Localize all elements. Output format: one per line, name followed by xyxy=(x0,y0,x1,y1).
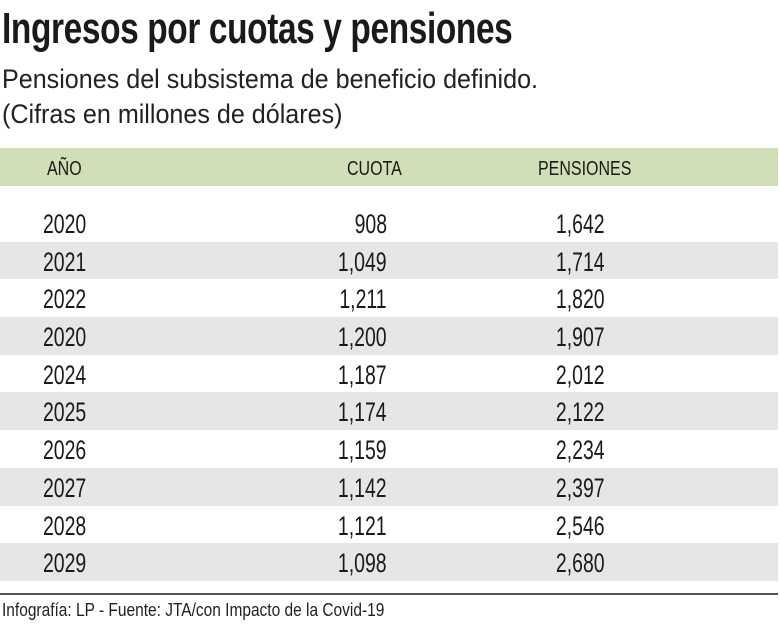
cell-pensiones: 2,012 xyxy=(556,359,605,390)
cell-cuota: 1,187 xyxy=(338,359,387,390)
cell-year: 2021 xyxy=(43,246,87,277)
column-header-year: AÑO xyxy=(47,158,82,180)
cell-cuota: 1,174 xyxy=(338,397,387,428)
cell-cuota: 1,049 xyxy=(338,246,387,277)
table-row: 2028 1,121 2,546 xyxy=(0,506,778,544)
cell-year: 2020 xyxy=(43,322,87,353)
cell-year: 2026 xyxy=(43,435,87,466)
cell-year: 2024 xyxy=(43,359,87,390)
cell-cuota: 1,098 xyxy=(338,548,387,579)
cell-pensiones: 1,714 xyxy=(556,246,605,277)
cell-year: 2027 xyxy=(43,472,87,503)
cell-pensiones: 2,122 xyxy=(556,397,605,428)
column-header-cuota: CUOTA xyxy=(347,158,402,180)
cell-year: 2029 xyxy=(43,548,87,579)
cell-year: 2028 xyxy=(43,510,87,541)
column-header-pensiones: PENSIONES xyxy=(538,158,632,180)
cell-pensiones: 1,907 xyxy=(556,322,605,353)
cell-year: 2022 xyxy=(43,284,87,315)
cell-year: 2020 xyxy=(43,209,87,239)
cell-pensiones: 2,546 xyxy=(556,510,605,541)
table-header: AÑO CUOTA PENSIONES xyxy=(0,148,778,186)
cell-pensiones: 1,642 xyxy=(556,209,605,239)
cell-cuota: 908 xyxy=(354,209,387,239)
source-footer: Infografía: LP - Fuente: JTA/con Impacto… xyxy=(2,600,385,620)
page-title: Ingresos por cuotas y pensiones xyxy=(2,4,513,53)
table-row: 2024 1,187 2,012 xyxy=(0,355,778,393)
cell-cuota: 1,121 xyxy=(338,510,387,541)
cell-pensiones: 2,234 xyxy=(556,435,605,466)
cell-pensiones: 2,397 xyxy=(556,472,605,503)
cell-cuota: 1,211 xyxy=(339,284,387,315)
table-row: 2020 1,200 1,907 xyxy=(0,317,778,355)
units-note: (Cifras en millones de dólares) xyxy=(2,99,343,129)
cell-year: 2025 xyxy=(43,397,87,428)
cell-pensiones: 1,820 xyxy=(556,284,605,315)
table-row: 2027 1,142 2,397 xyxy=(0,467,778,506)
cell-cuota: 1,142 xyxy=(338,472,387,503)
cell-cuota: 1,159 xyxy=(338,435,387,466)
cell-cuota: 1,200 xyxy=(338,322,387,353)
table-row: 2022 1,211 1,820 xyxy=(0,279,778,317)
cell-pensiones: 2,680 xyxy=(556,548,605,579)
table-row: 2020 908 1,642 xyxy=(0,204,778,242)
table-row: 2026 1,159 2,234 xyxy=(0,430,778,468)
divider xyxy=(0,593,778,595)
subtitle: Pensiones del subsistema de beneficio de… xyxy=(2,64,539,94)
table-row: 2021 1,049 1,714 xyxy=(0,241,778,280)
table-row: 2029 1,098 2,680 xyxy=(0,543,778,581)
table-row: 2025 1,174 2,122 xyxy=(0,392,778,431)
table-body: 2020 908 1,642 2021 1,049 1,714 2022 1,211 1,820… xyxy=(0,204,778,581)
